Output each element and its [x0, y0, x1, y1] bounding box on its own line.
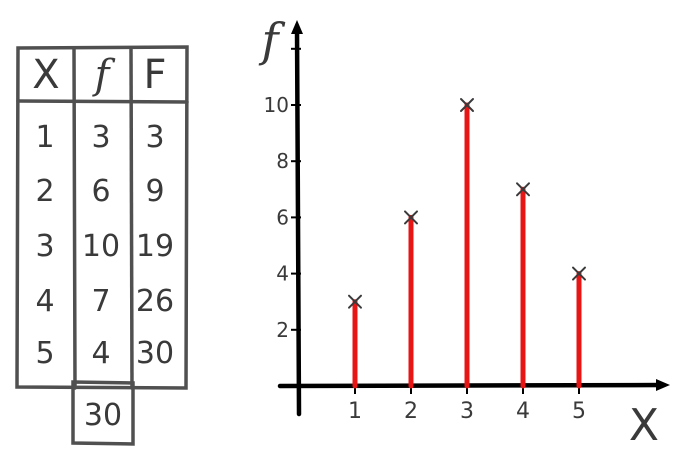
- table-cell-f: 10: [82, 229, 120, 264]
- table-total-value: 30: [84, 398, 122, 433]
- table-cell-cumulative: 26: [136, 284, 174, 319]
- table-column-divider: [72, 46, 77, 390]
- table-cell-cumulative: 9: [145, 174, 164, 209]
- x-tick-label: 2: [404, 399, 418, 424]
- table-cell-f: 4: [91, 336, 110, 371]
- data-point-marker: [516, 182, 530, 197]
- frequency-table: [15, 45, 189, 446]
- frequency-chart: f X 2 4 6 8 10 1 2 3 4 5: [258, 13, 670, 451]
- y-tick-label: 10: [264, 93, 289, 117]
- x-tick-label: 1: [348, 399, 362, 424]
- y-axis-line: [294, 25, 302, 417]
- x-tick-label: 5: [572, 399, 586, 424]
- table-header-x: X: [32, 52, 59, 98]
- table-cell-cumulative: 19: [136, 229, 174, 264]
- chart-axis-arrows: [291, 20, 670, 391]
- y-axis-title: f: [258, 13, 285, 67]
- table-cell-x: 5: [35, 336, 54, 371]
- total-box: [71, 380, 135, 446]
- table-body: 1 3 3 2 6 9 3 10 19 4 7 26 5 4 30: [35, 120, 174, 371]
- y-axis-ticks: 2 4 6 8 10: [264, 47, 301, 342]
- table-cell-x: 1: [35, 120, 54, 155]
- chart-sticks: [348, 98, 586, 389]
- table-header-f: f: [92, 52, 116, 98]
- table-cell-f: 7: [91, 284, 110, 319]
- table-cell-x: 3: [35, 229, 54, 264]
- table-column-divider: [129, 46, 134, 390]
- x-axis-ticks: 1 2 3 4 5: [348, 384, 586, 424]
- data-point-marker: [404, 210, 418, 225]
- data-point-marker: [348, 294, 362, 309]
- y-tick-label: 8: [276, 149, 289, 173]
- table-cell-cumulative: 30: [136, 336, 174, 371]
- y-tick-label: 4: [276, 262, 289, 286]
- table-cell-x: 2: [35, 174, 54, 209]
- y-tick-label: 6: [276, 205, 289, 229]
- table-header-cumulative: F: [143, 52, 166, 98]
- table-cell-f: 6: [91, 174, 110, 209]
- table-cell-f: 3: [91, 120, 110, 155]
- x-axis-line: [277, 382, 665, 389]
- x-axis-title: X: [629, 400, 659, 451]
- table-cell-cumulative: 3: [145, 120, 164, 155]
- x-tick-label: 3: [460, 399, 474, 424]
- data-point-marker: [572, 266, 586, 281]
- table-cell-x: 4: [35, 284, 54, 319]
- chart-axes: [277, 25, 665, 417]
- x-axis-arrowhead: [656, 379, 670, 391]
- y-tick-label: 2: [276, 318, 289, 342]
- x-tick-label: 4: [516, 399, 530, 424]
- y-axis-arrowhead: [291, 20, 303, 34]
- table-header-divider: [16, 99, 189, 104]
- data-point-marker: [460, 98, 474, 112]
